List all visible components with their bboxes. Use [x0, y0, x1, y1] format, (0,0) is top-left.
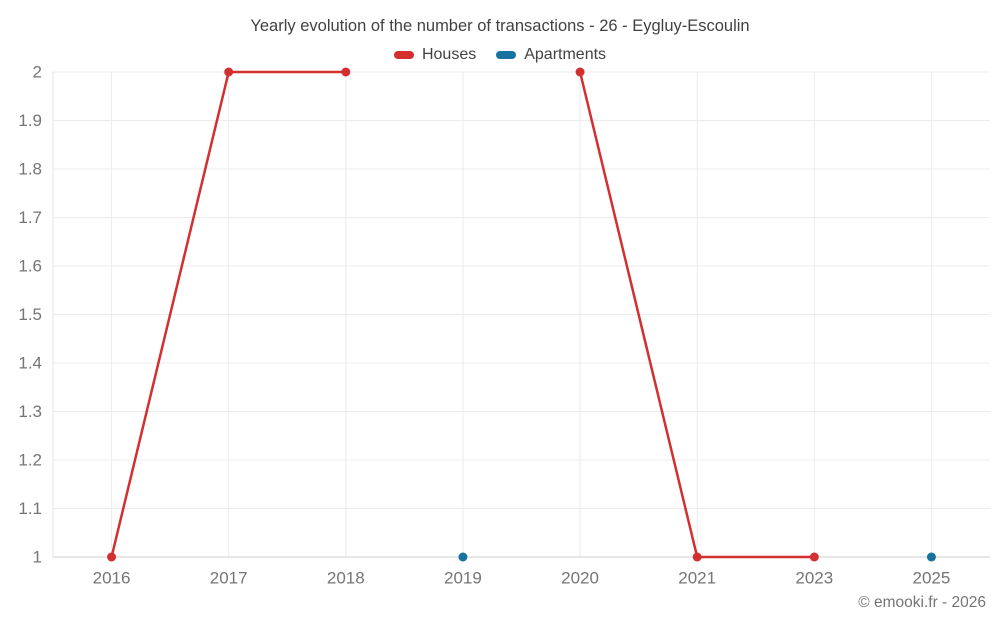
legend-label-apartments: Apartments — [524, 46, 607, 63]
data-point-houses-2017[interactable] — [224, 67, 234, 77]
y-tick-label: 1.4 — [18, 354, 42, 373]
x-tick-label: 2021 — [678, 569, 716, 588]
y-tick-label: 1.6 — [18, 257, 42, 276]
y-tick-label: 1.9 — [18, 111, 42, 130]
y-tick-label: 1.7 — [18, 208, 42, 227]
apartments-legend-swatch-icon — [496, 51, 517, 59]
y-tick-label: 1.2 — [18, 451, 42, 470]
y-tick-label: 2 — [33, 63, 42, 82]
data-point-houses-2018[interactable] — [341, 67, 351, 77]
data-point-apartments-2025[interactable] — [926, 552, 936, 562]
data-point-apartments-2019[interactable] — [458, 552, 468, 562]
y-tick-label: 1.1 — [18, 499, 42, 518]
x-tick-label: 2016 — [93, 569, 131, 588]
data-point-houses-2016[interactable] — [107, 552, 117, 562]
houses-legend-swatch-icon — [393, 51, 414, 59]
x-tick-label: 2019 — [444, 569, 482, 588]
y-tick-label: 1 — [33, 548, 42, 567]
legend-item-houses[interactable]: Houses — [393, 46, 477, 64]
data-point-houses-2023[interactable] — [809, 552, 819, 562]
data-point-houses-2020[interactable] — [575, 67, 585, 77]
data-point-houses-2021[interactable] — [692, 552, 702, 562]
chart-title: Yearly evolution of the number of transa… — [250, 17, 750, 35]
y-tick-label: 1.5 — [18, 305, 42, 324]
y-tick-label: 1.3 — [18, 402, 42, 421]
y-tick-label: 1.8 — [18, 160, 42, 179]
x-tick-label: 2020 — [561, 569, 599, 588]
legend-item-apartments[interactable]: Apartments — [496, 46, 606, 64]
x-tick-label: 2018 — [327, 569, 365, 588]
x-tick-label: 2017 — [210, 569, 248, 588]
copyright-text: © emooki.fr - 2026 — [858, 594, 986, 611]
x-tick-label: 2025 — [913, 569, 951, 588]
legend-label-houses: Houses — [421, 46, 477, 63]
legend: Houses Apartments — [0, 46, 1000, 64]
x-tick-label: 2023 — [795, 569, 833, 588]
